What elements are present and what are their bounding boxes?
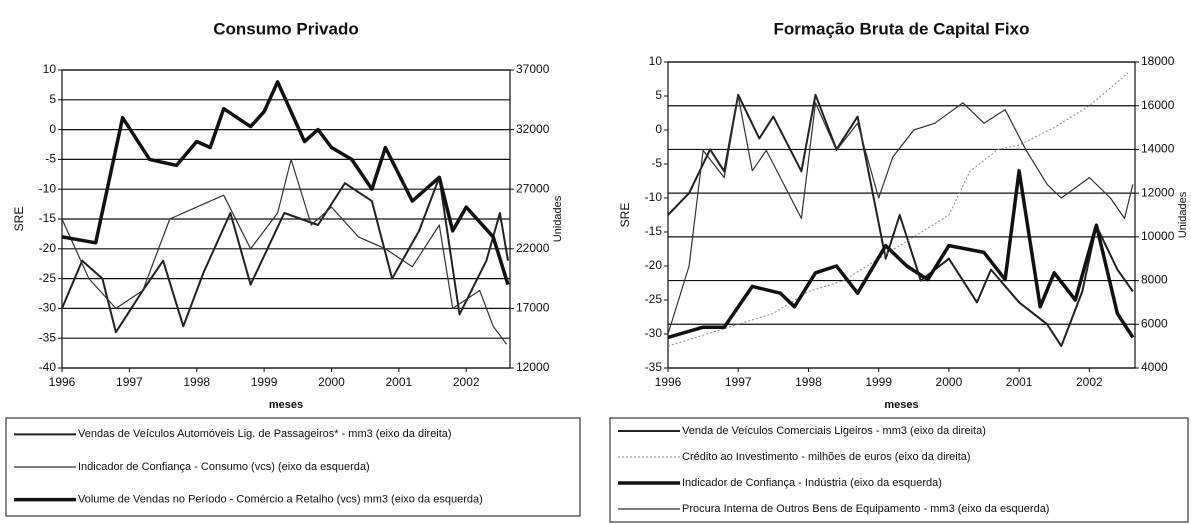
legend-label: Procura Interna de Outros Bens de Equipa… [682,503,1049,515]
x-tick-label: 2001 [385,375,412,389]
y2-tick-label: 6000 [1141,316,1168,330]
x-tick-label: 2001 [1006,375,1033,389]
y-tick-label: -25 [39,271,57,285]
y-tick-label: -30 [39,301,57,315]
y-tick-label: -20 [645,258,663,272]
legend-box [609,417,1189,523]
y2-tick-label: 12000 [516,360,550,374]
y-tick-label: -30 [645,326,663,340]
y-tick-label: -15 [39,211,57,225]
chart-title: Consumo Privado [213,19,358,38]
y-tick-label: -25 [645,292,663,306]
legend-label: Venda de Veículos Comerciais Ligeiros - … [682,425,986,437]
x-tick-label: 1997 [116,375,143,389]
x-tick-label: 2000 [936,375,963,389]
plot-frame [667,61,1136,369]
y-tick-label: -10 [645,190,663,204]
y2-tick-label: 37000 [516,62,550,76]
x-tick-label: 2002 [1076,375,1103,389]
y-tick-label: -10 [39,181,57,195]
x-axis-label: meses [269,399,303,411]
y-tick-label: 10 [649,54,663,68]
y-tick-label: -20 [39,241,57,255]
y2-tick-label: 16000 [1141,98,1175,112]
y-tick-label: -15 [645,224,663,238]
x-tick-label: 1996 [655,375,682,389]
y-tick-label: -35 [645,360,663,374]
y-tick-label: 0 [49,122,56,136]
y2-tick-label: 17000 [516,301,550,315]
y2-tick-label: 22000 [516,241,550,255]
y2-tick-label: 4000 [1141,360,1168,374]
y2-tick-label: 14000 [1141,142,1175,156]
y-tick-label: 5 [49,92,56,106]
series-line [61,158,508,345]
y-tick-label: -5 [45,152,56,166]
y2-tick-label: 8000 [1141,273,1168,287]
y-axis-label: SRE [618,203,632,228]
y-tick-label: 5 [655,88,662,102]
x-tick-label: 1998 [795,375,822,389]
y2-tick-label: 18000 [1141,54,1175,68]
y2-tick-label: 32000 [516,122,550,136]
x-axis-label: meses [884,399,918,411]
x-tick-label: 1997 [725,375,752,389]
y2-axis-label: Unidades [1177,191,1189,238]
legend-box [5,417,581,517]
x-tick-label: 1996 [49,375,76,389]
series-line [61,80,510,286]
legend-label: Vendas de Veículos Automóveis Lig. de Pa… [78,428,452,440]
y-tick-label: -35 [39,330,57,344]
y2-tick-label: 12000 [1141,185,1175,199]
chart-title: Formação Bruta de Capital Fixo [774,19,1030,38]
x-tick-label: 2002 [453,375,480,389]
y-tick-label: 0 [655,122,662,136]
series-line [667,72,1129,347]
y-tick-label: 10 [43,62,57,76]
series-line [667,169,1135,340]
legend-label: Volume de Vendas no Período - Comércio a… [78,494,483,506]
series-line [61,176,509,334]
x-tick-label: 1999 [251,375,278,389]
y-tick-label: -5 [651,156,662,170]
x-tick-label: 1998 [183,375,210,389]
legend-label: Crédito ao Investimento - milhões de eur… [682,451,971,463]
y-tick-label: -40 [39,360,57,374]
y-axis-label: SRE [12,207,26,232]
y2-tick-label: 10000 [1141,229,1175,243]
legend-label: Indicador de Confiança - Consumo (vcs) (… [78,461,370,473]
y2-axis-label: Unidades [552,195,564,242]
x-tick-label: 2000 [318,375,345,389]
legend-label: Indicador de Confiança - Indústria (eixo… [682,477,942,489]
y2-tick-label: 27000 [516,181,550,195]
x-tick-label: 1999 [865,375,892,389]
series-line [667,95,1134,335]
